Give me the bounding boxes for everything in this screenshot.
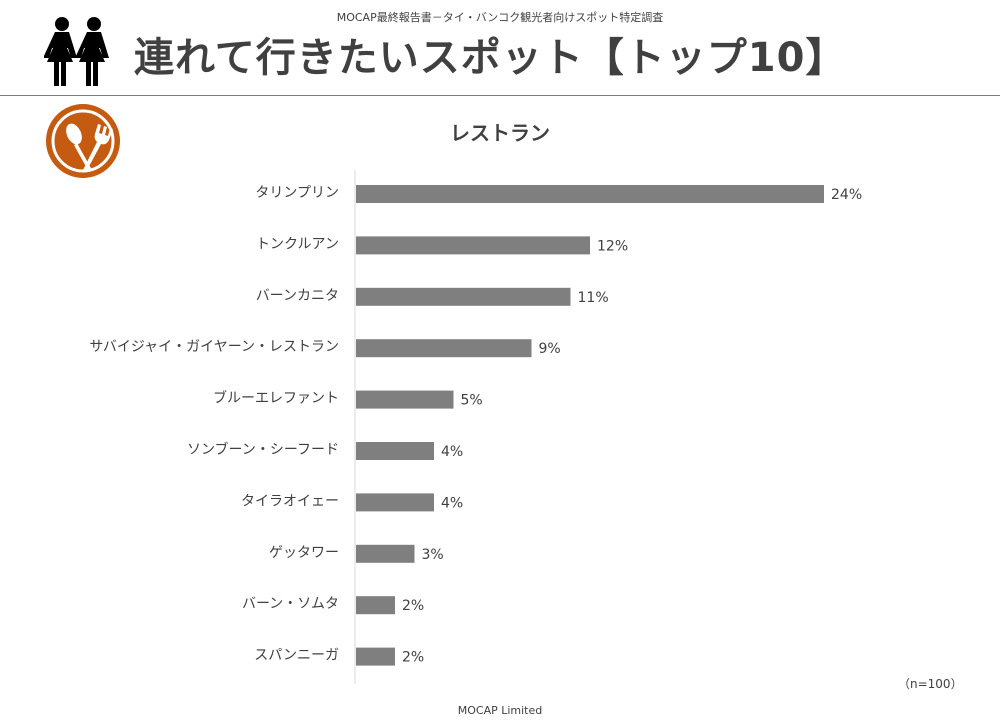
sample-size-note: （n=100） <box>898 677 963 691</box>
bar <box>356 544 415 563</box>
category-label: タリンプリン <box>255 185 339 201</box>
data-label: 24% <box>831 187 862 203</box>
category-label: タイラオイェー <box>241 493 339 509</box>
data-label: 3% <box>422 547 444 563</box>
bar <box>356 647 395 666</box>
bar <box>356 236 590 255</box>
bar <box>356 287 571 306</box>
bar <box>356 493 434 512</box>
data-label: 2% <box>402 650 424 666</box>
data-label: 12% <box>597 238 628 254</box>
category-label: バーンカニタ <box>256 288 339 304</box>
page-title: 連れて行きたいスポット【トップ10】 <box>134 35 847 81</box>
data-label: 9% <box>539 341 561 357</box>
category-label: サバイジャイ・ガイヤーン・レストラン <box>89 339 339 355</box>
report-header: MOCAP最終報告書－タイ・バンコク観光者向けスポット特定調査 <box>336 11 664 24</box>
category-label: バーン・ソムタ <box>242 596 339 612</box>
data-label: 5% <box>461 393 483 409</box>
header-divider <box>0 95 1000 96</box>
footer-company: MOCAP Limited <box>457 704 543 717</box>
bar <box>356 185 824 203</box>
bar <box>356 596 395 615</box>
category-label: ソンブーン・シーフード <box>187 441 339 458</box>
bar <box>356 390 454 409</box>
data-label: 4% <box>441 444 463 460</box>
category-label: トンクルアン <box>256 236 339 252</box>
chart-title: レストラン <box>450 121 550 145</box>
data-label: 11% <box>578 290 609 306</box>
category-label: ゲッタワー <box>269 545 339 561</box>
data-label: 4% <box>441 495 463 511</box>
bar <box>356 442 434 460</box>
category-label: スパンニーガ <box>254 648 339 664</box>
data-label: 2% <box>402 598 424 614</box>
couple-icon <box>44 17 109 86</box>
spoon-fork-icon <box>46 104 120 178</box>
category-label: ブルーエレファント <box>213 390 339 407</box>
bar <box>356 339 532 358</box>
